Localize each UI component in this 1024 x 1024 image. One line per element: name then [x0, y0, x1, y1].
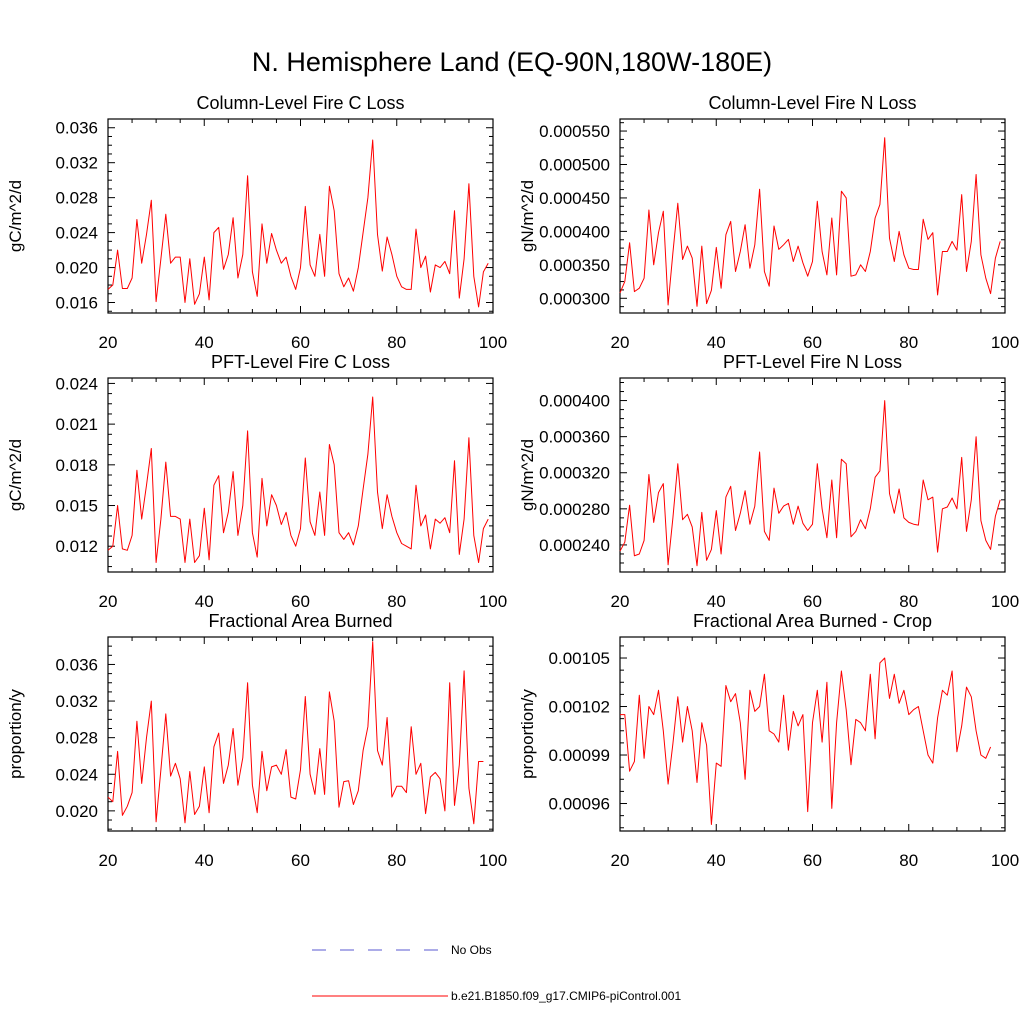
y-tick-label: 0.024 — [55, 224, 98, 243]
y-tick-label: 0.028 — [55, 729, 98, 748]
y-tick-label: 0.032 — [55, 692, 98, 711]
y-tick-label: 0.000400 — [539, 222, 610, 241]
x-tick-label: 20 — [99, 851, 118, 870]
legend-model-label: b.e21.B1850.f09_g17.CMIP6-piControl.001 — [451, 989, 681, 1003]
x-tick-label: 60 — [803, 333, 822, 352]
chart-panel-3: PFT-Level Fire C Loss gC/m^2/d 20 40 60 80 100… — [6, 352, 507, 611]
series-line-1 — [107, 396, 489, 563]
x-tick-label: 20 — [611, 592, 630, 611]
x-tick-label: 40 — [195, 592, 214, 611]
plot-frame — [107, 636, 494, 832]
plot-frame — [107, 377, 494, 573]
y-axis-label: proportion/y — [6, 689, 25, 779]
series-line-1 — [107, 139, 489, 308]
y-tick-label: 0.000360 — [539, 428, 610, 447]
y-tick-label: 0.036 — [55, 119, 98, 138]
x-tick-label: 80 — [899, 333, 918, 352]
x-tick-label: 40 — [707, 851, 726, 870]
x-tick-label: 40 — [195, 851, 214, 870]
x-tick-label: 20 — [99, 333, 118, 352]
x-tick-label: 60 — [291, 592, 310, 611]
y-axis-label: gN/m^2/d — [518, 439, 537, 511]
panel-title: Fractional Area Burned — [208, 611, 392, 631]
x-tick-label: 100 — [991, 851, 1019, 870]
y-tick-label: 0.032 — [55, 154, 98, 173]
y-tick-label: 0.000300 — [539, 289, 610, 308]
y-tick-label: 0.020 — [55, 259, 98, 278]
panels: Column-Level Fire C Loss gC/m^2/d 20 40 60 80… — [6, 93, 1019, 870]
x-tick-label: 60 — [803, 592, 822, 611]
chart-panel-5: Fractional Area Burned proportion/y 20 40 60… — [6, 611, 507, 870]
chart-panel-1: Column-Level Fire C Loss gC/m^2/d 20 40 60 80… — [6, 93, 507, 352]
y-tick-label: 0.028 — [55, 189, 98, 208]
panel-title: PFT-Level Fire C Loss — [211, 352, 390, 372]
y-tick-label: 0.000550 — [539, 122, 610, 141]
y-tick-label: 0.000280 — [539, 500, 610, 519]
x-tick-label: 80 — [387, 592, 406, 611]
x-tick-label: 100 — [991, 592, 1019, 611]
y-axis-label: proportion/y — [518, 689, 537, 779]
y-tick-label: 0.024 — [55, 374, 98, 393]
panel-title: PFT-Level Fire N Loss — [723, 352, 902, 372]
y-tick-label: 0.00105 — [549, 649, 610, 668]
y-tick-label: 0.000450 — [539, 189, 610, 208]
y-tick-label: 0.024 — [55, 765, 98, 784]
series-line-1 — [620, 657, 992, 825]
x-tick-label: 20 — [611, 851, 630, 870]
y-axis-label: gN/m^2/d — [518, 180, 537, 252]
x-tick-label: 40 — [707, 592, 726, 611]
plot-frame — [619, 377, 1006, 573]
panel-title: Column-Level Fire C Loss — [196, 93, 404, 113]
x-tick-label: 80 — [387, 333, 406, 352]
x-tick-label: 40 — [195, 333, 214, 352]
legend-obs-label: No Obs — [451, 943, 492, 957]
y-tick-label: 0.018 — [55, 456, 98, 475]
x-tick-label: 20 — [99, 592, 118, 611]
x-tick-label: 40 — [707, 333, 726, 352]
y-tick-label: 0.000350 — [539, 256, 610, 275]
figure-title: N. Hemisphere Land (EQ-90N,180W-180E) — [252, 47, 772, 77]
series-line-1 — [619, 400, 1001, 567]
plot-frame — [619, 636, 1006, 832]
x-tick-label: 60 — [291, 333, 310, 352]
x-tick-label: 100 — [479, 333, 507, 352]
x-tick-label: 80 — [899, 592, 918, 611]
x-tick-label: 100 — [991, 333, 1019, 352]
y-tick-label: 0.00099 — [549, 746, 610, 765]
y-tick-label: 0.000320 — [539, 464, 610, 483]
legend: No Obs b.e21.B1850.f09_g17.CMIP6-piContr… — [312, 943, 681, 1003]
y-tick-label: 0.00102 — [549, 698, 610, 717]
y-tick-label: 0.012 — [55, 537, 98, 556]
y-tick-label: 0.036 — [55, 655, 98, 674]
chart-panel-4: PFT-Level Fire N Loss gN/m^2/d 20 40 60 80 100… — [518, 352, 1019, 611]
y-tick-label: 0.020 — [55, 802, 98, 821]
y-tick-label: 0.000400 — [539, 392, 610, 411]
chart-panel-6: Fractional Area Burned - Crop proportion/… — [518, 611, 1019, 870]
y-tick-label: 0.016 — [55, 294, 98, 313]
y-tick-label: 0.000500 — [539, 155, 610, 174]
x-tick-label: 60 — [291, 851, 310, 870]
y-tick-label: 0.015 — [55, 497, 98, 516]
panel-title: Column-Level Fire N Loss — [708, 93, 916, 113]
chart-panel-2: Column-Level Fire N Loss gN/m^2/d 20 40 60 80… — [518, 93, 1019, 352]
y-axis-label: gC/m^2/d — [6, 439, 25, 511]
plot-frame — [619, 118, 1006, 314]
y-tick-label: 0.00096 — [549, 795, 610, 814]
y-axis-label: gC/m^2/d — [6, 180, 25, 252]
panel-title: Fractional Area Burned - Crop — [693, 611, 932, 631]
x-tick-label: 80 — [899, 851, 918, 870]
x-tick-label: 20 — [611, 333, 630, 352]
x-tick-label: 80 — [387, 851, 406, 870]
series-line-1 — [619, 137, 1001, 307]
x-tick-label: 100 — [479, 592, 507, 611]
x-tick-label: 100 — [479, 851, 507, 870]
x-tick-label: 60 — [803, 851, 822, 870]
y-tick-label: 0.000240 — [539, 536, 610, 555]
y-tick-label: 0.021 — [55, 415, 98, 434]
series-line-1 — [107, 641, 484, 825]
